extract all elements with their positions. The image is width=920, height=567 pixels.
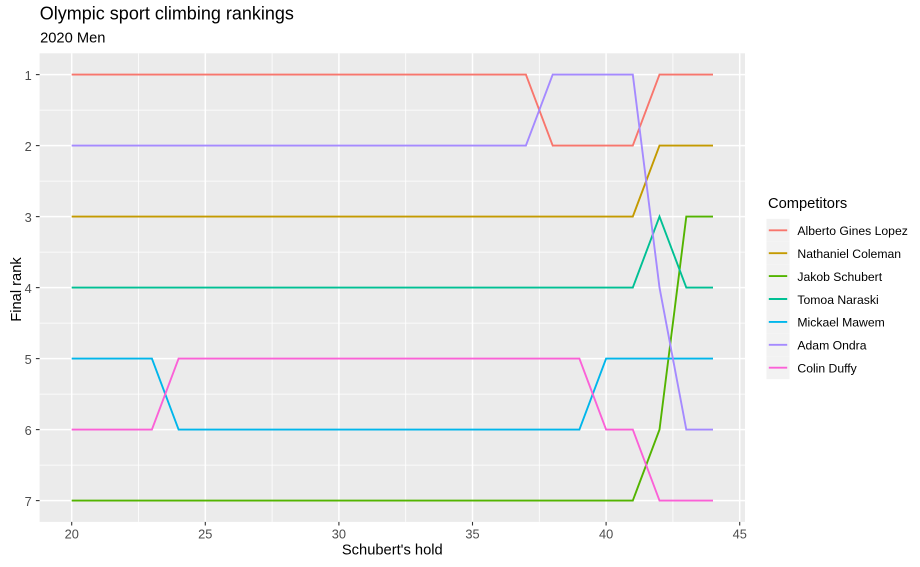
- svg-text:6: 6: [25, 423, 32, 438]
- svg-text:Colin Duffy: Colin Duffy: [797, 362, 857, 376]
- svg-text:35: 35: [465, 526, 479, 541]
- svg-text:5: 5: [25, 352, 32, 367]
- svg-text:25: 25: [198, 526, 212, 541]
- svg-text:2: 2: [25, 139, 32, 154]
- svg-text:Alberto Gines Lopez: Alberto Gines Lopez: [797, 224, 907, 238]
- svg-text:Final rank: Final rank: [9, 257, 25, 322]
- svg-text:30: 30: [332, 526, 346, 541]
- svg-text:40: 40: [599, 526, 613, 541]
- svg-text:Tomoa Naraski: Tomoa Naraski: [797, 293, 878, 307]
- svg-text:7: 7: [25, 494, 32, 509]
- svg-text:Olympic sport climbing ranking: Olympic sport climbing rankings: [40, 3, 294, 23]
- svg-text:Mickael Mawem: Mickael Mawem: [797, 316, 884, 330]
- svg-text:Schubert's hold: Schubert's hold: [342, 543, 443, 559]
- svg-text:4: 4: [25, 281, 32, 296]
- svg-text:Adam Ondra: Adam Ondra: [797, 339, 866, 353]
- svg-text:Competitors: Competitors: [768, 196, 847, 212]
- svg-text:3: 3: [25, 210, 32, 225]
- svg-text:20: 20: [65, 526, 79, 541]
- svg-text:Nathaniel Coleman: Nathaniel Coleman: [797, 247, 901, 261]
- svg-text:45: 45: [733, 526, 747, 541]
- svg-text:2020 Men: 2020 Men: [40, 31, 105, 47]
- svg-text:Jakob Schubert: Jakob Schubert: [797, 270, 882, 284]
- svg-text:1: 1: [25, 68, 32, 83]
